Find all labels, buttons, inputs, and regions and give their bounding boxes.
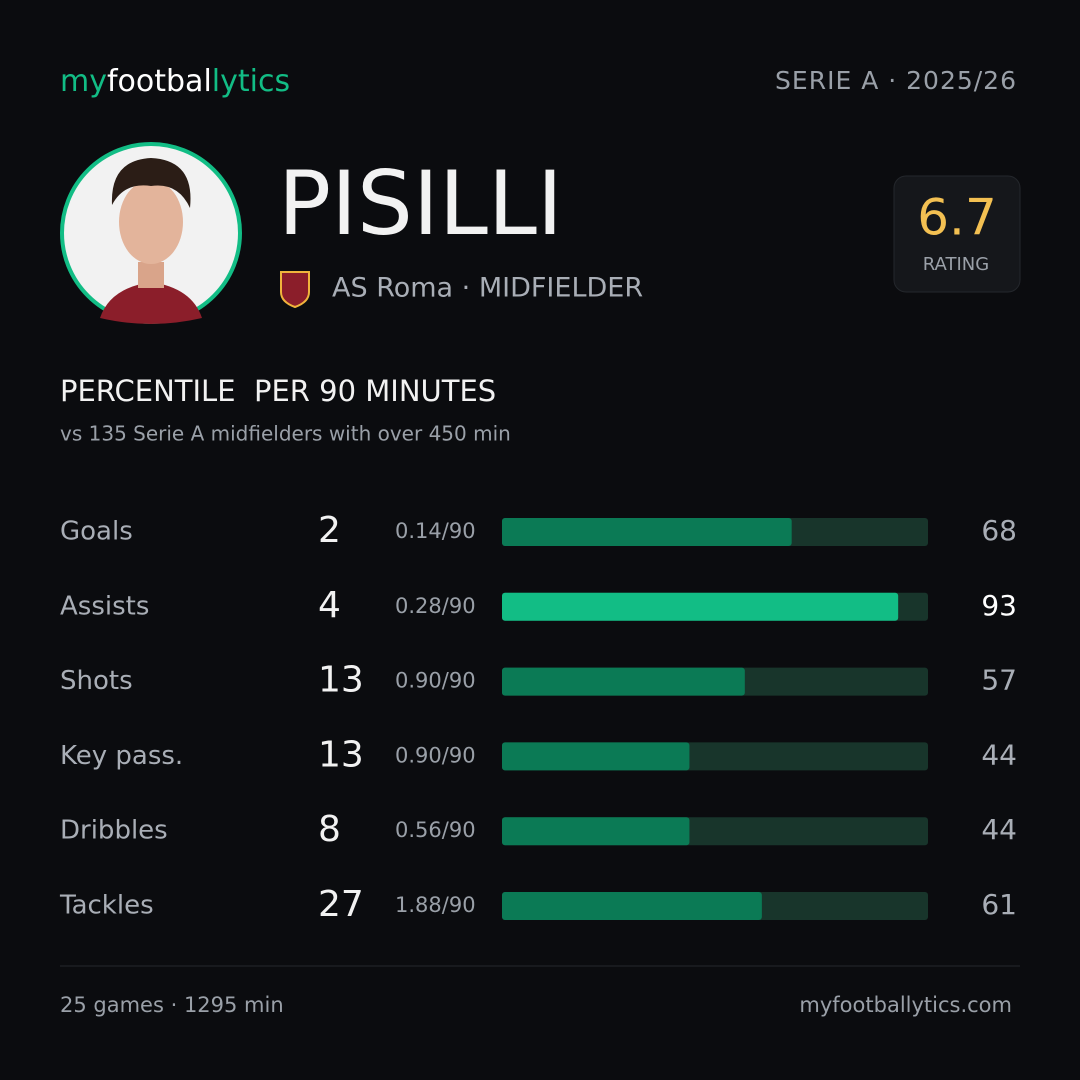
stat-total: 2 bbox=[318, 510, 341, 551]
bar bbox=[502, 667, 745, 696]
stat-name: Dribbles bbox=[60, 816, 168, 846]
stat-name: Assists bbox=[60, 591, 149, 621]
percentile-label: 44 bbox=[981, 813, 1017, 846]
stat-name: Goals bbox=[60, 517, 133, 547]
section-subtitle: vs 135 Serie A midfielders with over 450… bbox=[60, 422, 511, 446]
stat-total: 4 bbox=[318, 585, 341, 626]
logo-part: lytics bbox=[212, 64, 290, 99]
club-line: AS Roma · MIDFIELDER bbox=[332, 273, 643, 304]
stat-per-90: 1.88/90 bbox=[395, 893, 476, 917]
stat-per-90: 0.56/90 bbox=[395, 818, 476, 842]
logo: myfootballytics bbox=[60, 64, 290, 99]
stat-per-90: 0.90/90 bbox=[395, 669, 476, 693]
footer-site: myfootballytics.com bbox=[799, 993, 1012, 1017]
bar bbox=[502, 892, 762, 920]
stat-name: Shots bbox=[60, 666, 133, 696]
percentile-label: 68 bbox=[981, 514, 1017, 547]
bar bbox=[502, 742, 690, 771]
club-badge bbox=[280, 271, 310, 309]
stat-total: 13 bbox=[318, 660, 364, 701]
percentile-label: 93 bbox=[981, 589, 1017, 622]
rating-label: RATING bbox=[923, 254, 989, 275]
stat-total: 8 bbox=[318, 809, 341, 850]
footer-summary: 25 games · 1295 min bbox=[60, 993, 284, 1017]
shirt bbox=[100, 282, 202, 324]
badge-shield bbox=[280, 271, 310, 309]
rating-box bbox=[893, 175, 1021, 293]
logo-part: footbal bbox=[107, 64, 212, 99]
player-name: PISILLI bbox=[278, 152, 563, 255]
stat-per-90: 0.14/90 bbox=[395, 519, 476, 543]
bar bbox=[502, 518, 792, 546]
player-photo bbox=[60, 142, 242, 324]
stat-name: Tackles bbox=[59, 891, 154, 921]
hair bbox=[111, 158, 191, 208]
stat-per-90: 0.90/90 bbox=[395, 743, 476, 767]
percentile-label: 44 bbox=[981, 738, 1017, 771]
competition: SERIE A · 2025/26 bbox=[775, 66, 1017, 95]
stat-total: 27 bbox=[318, 884, 364, 925]
section-title: PERCENTILE PER 90 MINUTES bbox=[60, 374, 496, 408]
neck bbox=[138, 262, 164, 288]
bar bbox=[502, 592, 899, 621]
rating-value: 6.7 bbox=[917, 189, 997, 247]
percentile-label: 57 bbox=[981, 664, 1017, 697]
logo-part: my bbox=[60, 64, 107, 99]
bar bbox=[502, 817, 690, 846]
stat-per-90: 0.28/90 bbox=[395, 594, 476, 618]
stat-total: 13 bbox=[318, 734, 364, 775]
face bbox=[119, 180, 183, 264]
stat-name: Key pass. bbox=[60, 741, 183, 771]
percentile-label: 61 bbox=[981, 888, 1017, 921]
